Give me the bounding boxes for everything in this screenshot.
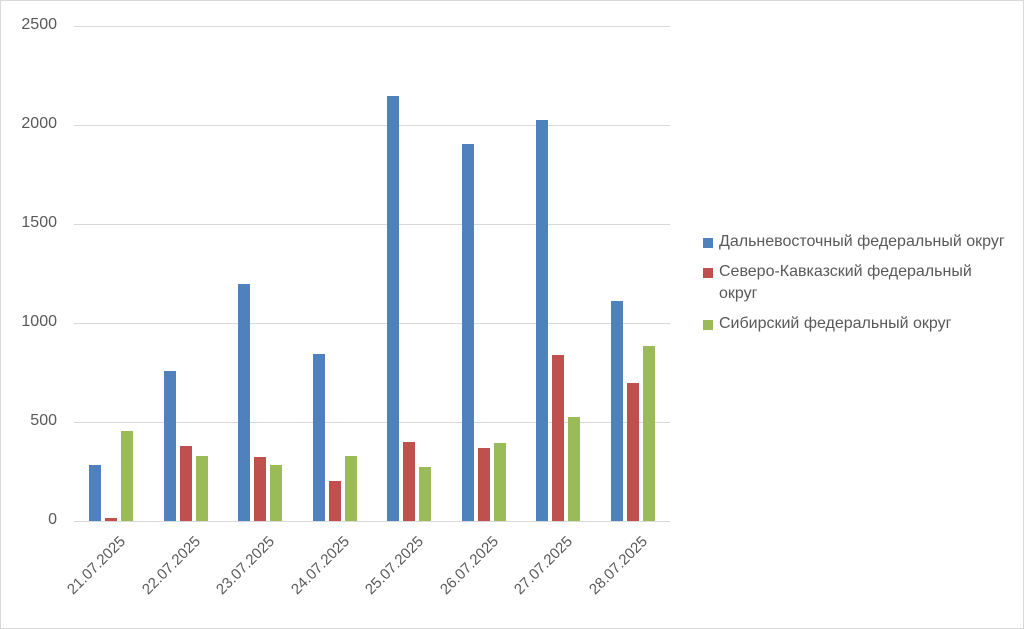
x-tick-label: 24.07.2025 (287, 533, 353, 599)
bar (642, 345, 655, 521)
bar (552, 355, 564, 521)
y-tick-label: 2000 (21, 115, 57, 132)
legend-swatch-icon (703, 320, 713, 330)
legend-label: Сибирский федеральный округ (719, 315, 952, 332)
bar (328, 480, 341, 521)
gridline (74, 26, 670, 27)
x-tick-label: 25.07.2025 (361, 533, 428, 599)
legend-item-north-caucasus: Северо-Кавказский федеральный округ (703, 261, 1013, 305)
bar (626, 383, 639, 521)
bar (387, 95, 399, 521)
x-tick-label: 22.07.2025 (138, 533, 204, 599)
bar (461, 143, 474, 521)
bar (493, 442, 506, 521)
x-tick-label: 27.07.2025 (510, 533, 577, 599)
y-tick-label: 1500 (21, 214, 57, 231)
y-tick-label: 1000 (21, 313, 57, 330)
bar (238, 283, 250, 521)
bar (121, 430, 133, 521)
gridline (74, 323, 670, 324)
bar (477, 447, 490, 521)
x-tick-label: 21.07.2025 (63, 533, 130, 599)
legend-swatch-icon (703, 268, 713, 278)
x-tick-label: 26.07.2025 (436, 533, 502, 599)
bar (89, 464, 101, 521)
bar (403, 441, 415, 521)
bar (270, 464, 282, 521)
bar (419, 466, 431, 521)
legend-label: Дальневосточный федеральный округ (719, 233, 1005, 250)
legend-label: Северо-Кавказский федеральный округ (719, 263, 972, 302)
x-tick-label: 28.07.2025 (585, 533, 651, 599)
plot-area (74, 26, 670, 522)
legend: Дальневосточный федеральный округ Северо… (703, 231, 1013, 343)
bar (163, 370, 176, 521)
legend-item-siberian: Сибирский федеральный округ (703, 313, 1013, 335)
y-tick-label: 500 (30, 412, 57, 429)
gridline (74, 125, 670, 126)
bar (254, 457, 266, 521)
bar (195, 455, 208, 521)
bar (312, 353, 325, 521)
bar (568, 417, 580, 521)
bar (105, 518, 117, 521)
gridline (74, 422, 670, 423)
y-tick-label: 2500 (21, 16, 57, 33)
bar (610, 301, 623, 521)
bar (344, 456, 357, 521)
gridline (74, 224, 670, 225)
y-tick-label: 0 (48, 511, 57, 528)
bar (536, 119, 548, 521)
legend-item-far-eastern: Дальневосточный федеральный округ (703, 231, 1013, 253)
legend-swatch-icon (703, 238, 713, 248)
gridline (74, 521, 670, 522)
x-tick-label: 23.07.2025 (212, 533, 279, 599)
bar (179, 445, 192, 521)
